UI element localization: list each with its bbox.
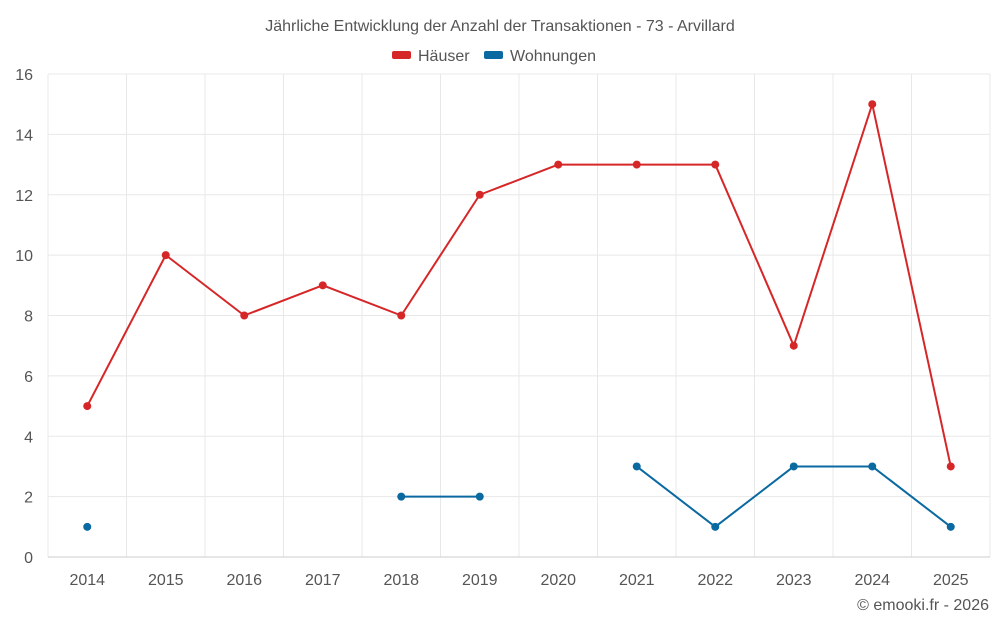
data-point-wohnungen[interactable] bbox=[789, 462, 798, 471]
data-point-wohnungen[interactable] bbox=[868, 462, 877, 471]
y-tick-label: 6 bbox=[24, 369, 33, 386]
y-tick-label: 4 bbox=[24, 429, 33, 446]
series-wohnungen bbox=[83, 462, 955, 531]
y-tick-label: 14 bbox=[15, 127, 33, 144]
data-point-wohnungen[interactable] bbox=[946, 522, 955, 531]
data-point-haeuser[interactable] bbox=[161, 251, 170, 260]
data-point-wohnungen[interactable] bbox=[83, 522, 92, 531]
y-axis-ticks: 0 2 4 6 8 10 12 14 16 bbox=[15, 67, 33, 567]
data-point-wohnungen[interactable] bbox=[397, 492, 406, 501]
grid bbox=[47, 73, 991, 557]
x-tick-label: 2024 bbox=[854, 572, 890, 589]
legend-swatch-haeuser bbox=[392, 51, 411, 59]
data-point-haeuser[interactable] bbox=[475, 190, 484, 199]
x-tick-label: 2021 bbox=[619, 572, 655, 589]
data-point-haeuser[interactable] bbox=[554, 160, 563, 169]
legend-swatch-wohnungen bbox=[484, 51, 503, 59]
y-tick-label: 0 bbox=[24, 550, 33, 567]
x-tick-label: 2015 bbox=[148, 572, 184, 589]
chart-title: Jährliche Entwicklung der Anzahl der Tra… bbox=[265, 18, 735, 35]
data-point-wohnungen[interactable] bbox=[475, 492, 484, 501]
legend: Häuser Wohnungen bbox=[392, 48, 596, 65]
y-tick-label: 10 bbox=[15, 248, 33, 265]
x-tick-label: 2014 bbox=[69, 572, 105, 589]
y-tick-label: 12 bbox=[15, 188, 33, 205]
data-point-haeuser[interactable] bbox=[711, 160, 720, 169]
data-point-haeuser[interactable] bbox=[868, 100, 877, 109]
series-layer bbox=[83, 100, 955, 531]
series-line-haeuser bbox=[86, 103, 952, 468]
x-tick-label: 2020 bbox=[540, 572, 576, 589]
x-tick-label: 2016 bbox=[226, 572, 262, 589]
data-point-haeuser[interactable] bbox=[397, 311, 406, 320]
legend-item-haeuser[interactable]: Häuser bbox=[392, 48, 470, 65]
legend-label-wohnungen: Wohnungen bbox=[510, 48, 596, 65]
y-tick-label: 2 bbox=[24, 490, 33, 507]
series-haeuser bbox=[83, 100, 955, 471]
x-tick-label: 2022 bbox=[697, 572, 733, 589]
x-axis-ticks: 2014 2015 2016 2017 2018 2019 2020 2021 2022 2023… bbox=[69, 572, 968, 589]
x-tick-label: 2023 bbox=[776, 572, 812, 589]
x-tick-label: 2019 bbox=[462, 572, 498, 589]
data-point-wohnungen[interactable] bbox=[711, 522, 720, 531]
credit-text: © emooki.fr - 2026 bbox=[857, 597, 989, 614]
data-point-haeuser[interactable] bbox=[240, 311, 249, 320]
data-point-haeuser[interactable] bbox=[83, 402, 92, 411]
data-point-haeuser[interactable] bbox=[789, 341, 798, 350]
data-point-haeuser[interactable] bbox=[318, 281, 327, 290]
y-tick-label: 8 bbox=[24, 309, 33, 326]
legend-label-haeuser: Häuser bbox=[418, 48, 470, 65]
data-point-haeuser[interactable] bbox=[946, 462, 955, 471]
y-tick-label: 16 bbox=[15, 67, 33, 84]
legend-item-wohnungen[interactable]: Wohnungen bbox=[484, 48, 596, 65]
x-tick-label: 2017 bbox=[305, 572, 341, 589]
data-point-wohnungen[interactable] bbox=[632, 462, 641, 471]
data-point-haeuser[interactable] bbox=[632, 160, 641, 169]
x-tick-label: 2025 bbox=[933, 572, 969, 589]
x-tick-label: 2018 bbox=[383, 572, 419, 589]
